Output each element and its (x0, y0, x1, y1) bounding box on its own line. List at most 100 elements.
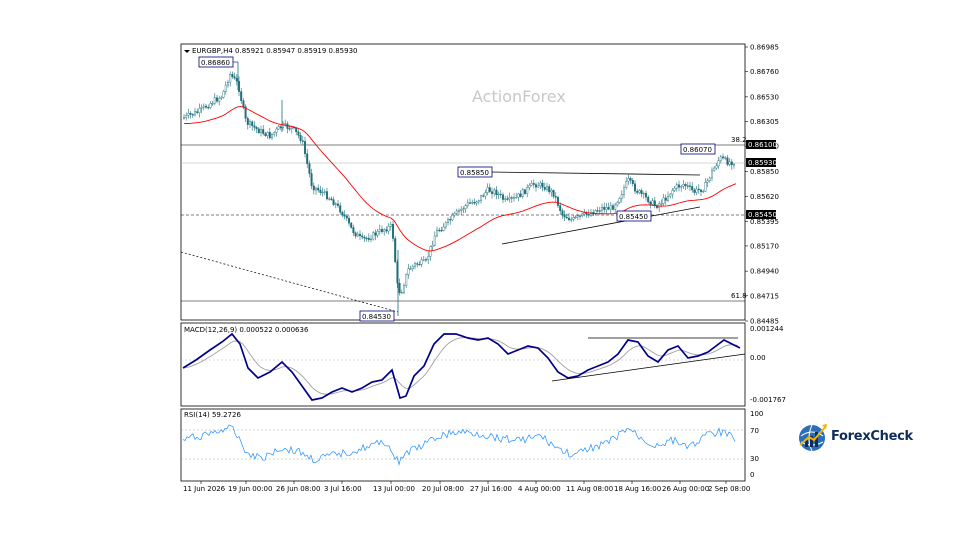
candle (645, 193, 648, 198)
candle (554, 196, 557, 198)
candle (440, 230, 443, 232)
candle (273, 132, 276, 135)
candle (409, 268, 412, 270)
candle (363, 236, 366, 239)
candle (251, 121, 254, 126)
candle (596, 210, 599, 212)
candle (334, 203, 337, 205)
candle (262, 129, 265, 134)
candle (187, 113, 190, 116)
candle (240, 91, 243, 101)
time-tick-label: 11 Jun 2026 (183, 485, 226, 493)
price-tick-label: 0.86985 (750, 44, 779, 52)
candle (308, 163, 311, 174)
candle (257, 128, 260, 133)
candle (330, 198, 333, 200)
macd-axis: 0.001244 0.00 -0.001767 (750, 325, 786, 404)
candle (233, 76, 236, 79)
candle (339, 205, 342, 213)
candle (686, 185, 689, 187)
candle (609, 205, 612, 210)
level-tag-86100-text: 0.86100 (748, 141, 777, 149)
candle (319, 189, 322, 193)
candle (537, 185, 540, 188)
price-title: EURGBP,H4 0.85921 0.85947 0.85919 0.8593… (192, 47, 358, 55)
candle (462, 208, 465, 210)
time-tick-label: 3 Jul 16:00 (324, 485, 362, 493)
current-price-tag-text: 0.85930 (748, 159, 777, 167)
time-tick-label: 26 Jun 08:00 (276, 485, 320, 493)
macd-tick-label: -0.001767 (750, 396, 786, 404)
time-tick-label: 27 Jul 16:00 (470, 485, 512, 493)
rsi-tick-label: 0 (750, 471, 754, 479)
candle (528, 184, 531, 188)
candle (202, 105, 205, 108)
candle (700, 189, 703, 192)
rsi-tick-label: 100 (750, 410, 763, 418)
level-tag-85450-text: 0.85450 (748, 211, 777, 219)
candle (337, 203, 340, 206)
candle (733, 164, 736, 166)
candle (548, 186, 551, 193)
candle (616, 202, 619, 206)
time-tick-label: 26 Aug 00:00 (662, 485, 709, 493)
candle (607, 207, 610, 210)
candle (620, 194, 623, 199)
candle (667, 196, 670, 201)
candle (271, 134, 274, 139)
candle (453, 213, 456, 216)
candle (460, 209, 463, 211)
candle (570, 219, 573, 221)
candle (722, 156, 725, 159)
candle (451, 214, 454, 221)
candle (486, 187, 489, 193)
candle (224, 84, 227, 92)
candle (260, 129, 263, 133)
candle (697, 188, 700, 191)
time-tick-label: 11 Aug 08:00 (566, 485, 613, 493)
fib-label-618: 61.8 (731, 292, 747, 300)
candle (389, 224, 392, 227)
candle (266, 132, 269, 136)
svg-text:0.85450: 0.85450 (619, 213, 648, 221)
rsi-panel-frame (180, 408, 746, 482)
price-tick-label: 0.85850 (750, 168, 779, 176)
candle (279, 126, 282, 128)
macd-signal-line (182, 337, 739, 395)
candle (682, 184, 685, 187)
candle (627, 178, 630, 182)
candle (515, 197, 518, 199)
candle (458, 210, 461, 212)
candle (405, 274, 408, 286)
candle (484, 192, 487, 197)
candle (715, 165, 718, 169)
rsi-tick-label: 30 (750, 455, 759, 463)
candle (601, 206, 604, 211)
candle (675, 184, 678, 189)
price-tick-label: 0.85170 (750, 242, 779, 250)
candle (306, 153, 309, 164)
candle (361, 235, 364, 238)
candlestick-series (182, 62, 736, 316)
svg-text:0.86860: 0.86860 (201, 59, 230, 67)
candle (226, 82, 229, 86)
candle (196, 111, 199, 113)
candle (480, 195, 483, 201)
candle (321, 191, 324, 194)
candle (469, 202, 472, 204)
time-tick-label: 13 Jul 00:00 (373, 485, 415, 493)
price-tick-label: 0.86760 (750, 68, 779, 76)
candle (204, 105, 207, 108)
candle (671, 190, 674, 195)
collapse-arrow-icon[interactable] (184, 50, 190, 53)
candle (387, 226, 390, 232)
candle (326, 191, 329, 200)
candle (581, 213, 584, 217)
candle (356, 233, 359, 237)
candle (640, 190, 643, 195)
candle (623, 187, 626, 195)
candle (517, 193, 520, 198)
candle (647, 196, 650, 203)
candle (295, 127, 298, 133)
candle (625, 180, 628, 189)
